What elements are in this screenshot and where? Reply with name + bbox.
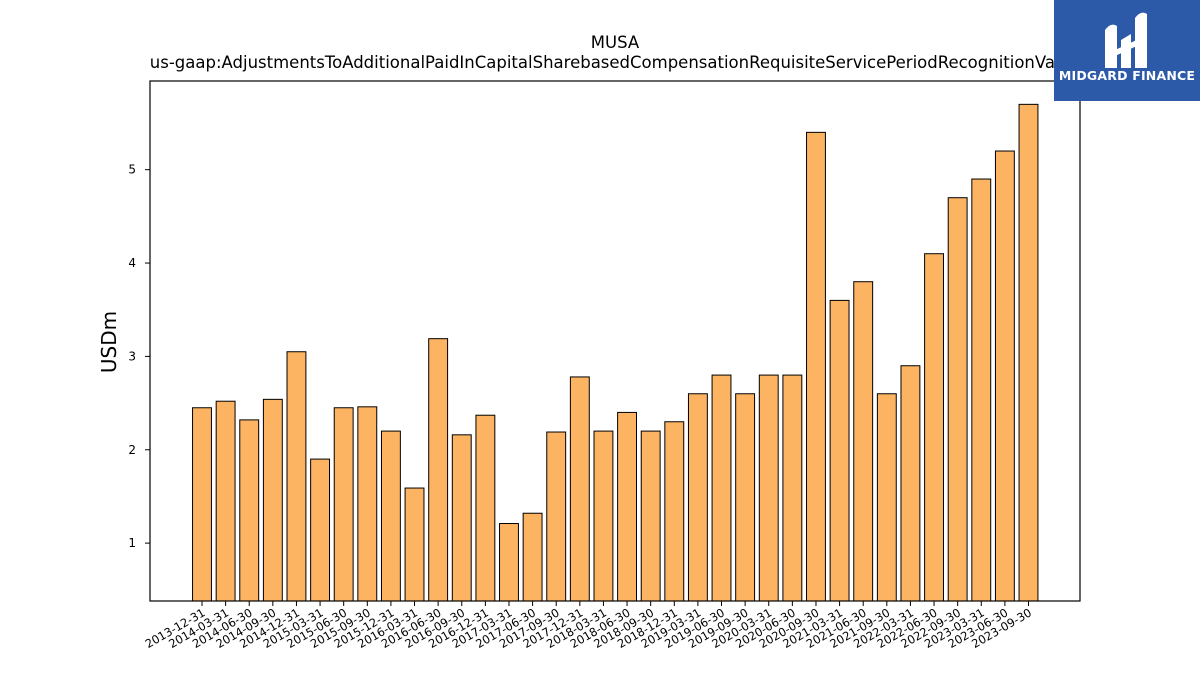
midgard-logo-icon: [1105, 12, 1147, 69]
bar-2017-12-31: [569, 376, 590, 602]
bar-2016-12-31: [475, 414, 496, 602]
bar-2021-03-31: [829, 299, 850, 602]
bars-group: [192, 103, 1039, 602]
bar-2019-03-31: [687, 393, 708, 602]
bar-2018-12-31: [664, 421, 685, 602]
plot-frame: [149, 80, 1081, 602]
bar-2017-03-31: [499, 523, 519, 602]
bar-2016-03-31: [404, 487, 425, 602]
y-tick-label: 4: [128, 256, 136, 270]
y-tick-label: 5: [128, 163, 136, 177]
bar-2014-12-31: [286, 351, 307, 602]
chart-subtitle: us-gaap:AdjustmentsToAdditionalPaidInCap…: [150, 53, 1080, 72]
y-axis: 1 2 3 4 5: [128, 163, 150, 550]
bar-2018-03-31: [593, 430, 614, 602]
bar-2020-06-30: [782, 374, 803, 602]
bar-2023-03-31: [971, 178, 992, 602]
brand-name: MIDGARD FINANCE: [1058, 68, 1196, 83]
bar-2023-06-30: [994, 150, 1015, 602]
bar-2023-09-30: [1018, 103, 1039, 602]
bar-2014-03-31: [215, 400, 236, 602]
bar-2020-09-30: [806, 131, 826, 602]
chart-title: MUSA: [591, 33, 640, 52]
bar-2019-09-30: [735, 393, 756, 602]
x-axis: 2013-12-312014-03-312014-06-302014-09-30…: [143, 601, 1034, 651]
bar-2015-03-31: [310, 458, 331, 602]
y-tick-label: 2: [128, 443, 136, 457]
bar-2022-06-30: [924, 253, 944, 602]
bar-2019-06-30: [711, 374, 732, 602]
brand-logo: MIDGARD FINANCE: [1054, 0, 1200, 101]
bar-2016-06-30: [428, 338, 449, 602]
bar-2021-09-30: [876, 393, 897, 602]
bar-2018-09-30: [640, 430, 661, 602]
y-tick-label: 1: [128, 536, 136, 550]
bar-2015-06-30: [333, 407, 354, 602]
bar-2015-12-31: [380, 430, 401, 602]
y-axis-label: USDm: [97, 311, 121, 373]
bar-2018-06-30: [617, 411, 637, 602]
bar-2022-03-31: [900, 365, 921, 602]
bar-2017-06-30: [522, 512, 543, 602]
bar-2013-12-31: [192, 407, 212, 602]
bar-2016-09-30: [451, 434, 472, 602]
bar-2022-09-30: [947, 197, 968, 602]
bar-2015-09-30: [357, 406, 378, 602]
bar-2021-06-30: [853, 281, 874, 602]
bar-2014-06-30: [239, 419, 260, 602]
y-tick-label: 3: [128, 349, 136, 363]
bar-2020-03-31: [758, 374, 779, 602]
bar-2014-09-30: [262, 398, 283, 602]
bar-2017-09-30: [546, 431, 567, 602]
